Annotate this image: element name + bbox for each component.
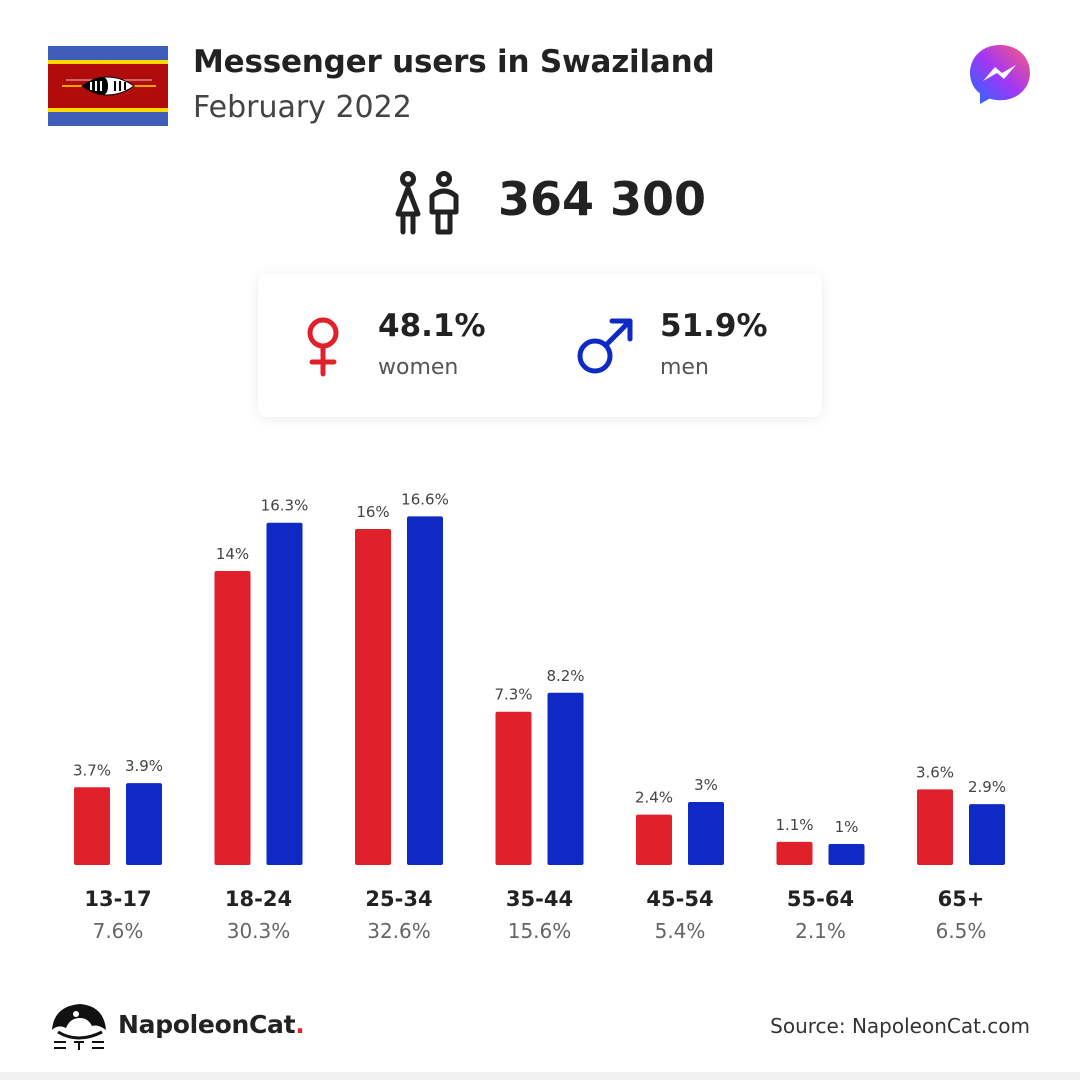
brand-name: NapoleonCat. xyxy=(118,1010,305,1039)
category-total-13-17: 7.6% xyxy=(93,919,144,943)
bar-men-25-34 xyxy=(407,516,443,865)
data-label-men-65+: 2.9% xyxy=(968,778,1006,796)
data-label-women-65+: 3.6% xyxy=(916,763,954,781)
category-label-35-44: 35-44 xyxy=(506,887,573,911)
category-label-13-17: 13-17 xyxy=(84,887,151,911)
male-symbol-icon xyxy=(577,318,633,374)
age-gender-bar-chart: 3.7% 3.9% 13-17 7.6% 14% 16.3% 18-24 30.3% 16% 16… xyxy=(73,490,1006,943)
category-total-55-64: 2.1% xyxy=(795,919,846,943)
men-label: men xyxy=(660,355,709,380)
messenger-logo-icon xyxy=(970,45,1030,104)
page-title: Messenger users in Swaziland xyxy=(193,44,715,80)
bar-women-55-64 xyxy=(776,841,813,865)
data-label-men-55-64: 1% xyxy=(835,818,859,836)
brand-text: NapoleonCat xyxy=(118,1010,296,1039)
data-label-women-25-34: 16% xyxy=(356,503,389,521)
bar-women-18-24 xyxy=(214,571,251,865)
brand-dot: . xyxy=(295,1010,305,1039)
data-label-men-18-24: 16.3% xyxy=(261,497,309,515)
data-label-men-45-54: 3% xyxy=(694,776,718,794)
bar-men-13-17 xyxy=(126,783,162,865)
bar-women-25-34 xyxy=(355,529,391,865)
female-symbol-icon xyxy=(307,317,339,377)
category-total-45-54: 5.4% xyxy=(655,919,706,943)
category-total-18-24: 30.3% xyxy=(227,919,291,943)
swaziland-flag-icon xyxy=(48,46,168,126)
bar-men-45-54 xyxy=(688,802,724,865)
bar-women-45-54 xyxy=(636,814,672,865)
data-label-men-35-44: 8.2% xyxy=(546,667,584,685)
data-label-women-45-54: 2.4% xyxy=(635,789,673,807)
data-label-women-55-64: 1.1% xyxy=(775,816,813,834)
total-users: 364 300 xyxy=(498,172,707,226)
category-total-25-34: 32.6% xyxy=(367,919,431,943)
data-label-men-13-17: 3.9% xyxy=(125,757,163,775)
category-total-35-44: 15.6% xyxy=(508,919,572,943)
category-label-65+: 65+ xyxy=(938,887,985,911)
source-credit: Source: NapoleonCat.com xyxy=(770,1014,1030,1038)
gender-breakdown-card xyxy=(258,274,822,417)
women-percentage: 48.1% xyxy=(378,308,486,344)
data-label-women-35-44: 7.3% xyxy=(494,686,532,704)
category-label-25-34: 25-34 xyxy=(365,887,432,911)
category-label-45-54: 45-54 xyxy=(646,887,713,911)
data-label-women-18-24: 14% xyxy=(216,545,249,563)
bar-women-13-17 xyxy=(74,787,110,865)
bar-women-65+ xyxy=(917,789,953,865)
men-percentage: 51.9% xyxy=(660,308,768,344)
category-label-18-24: 18-24 xyxy=(225,887,292,911)
bar-women-35-44 xyxy=(495,711,532,865)
data-label-women-13-17: 3.7% xyxy=(73,761,111,779)
data-label-men-25-34: 16.6% xyxy=(401,490,449,508)
bar-men-18-24 xyxy=(266,522,303,865)
bar-men-35-44 xyxy=(547,692,584,865)
page-subtitle: February 2022 xyxy=(193,90,412,125)
people-icon xyxy=(395,171,459,235)
category-total-65+: 6.5% xyxy=(936,919,987,943)
napoleoncat-logo-icon xyxy=(52,1004,106,1050)
bar-men-65+ xyxy=(969,804,1005,865)
category-label-55-64: 55-64 xyxy=(787,887,854,911)
women-label: women xyxy=(378,355,459,380)
bottom-strip xyxy=(0,1072,1080,1080)
bar-men-55-64 xyxy=(828,844,865,865)
